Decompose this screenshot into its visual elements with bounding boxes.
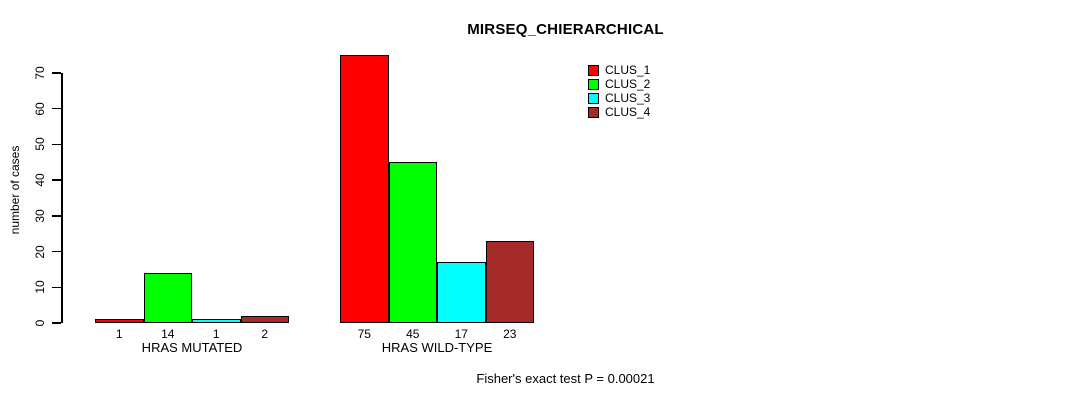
bar-value-label: 14 (161, 327, 175, 341)
legend-label: CLUS_2 (605, 77, 651, 91)
x-axis-group-label: HRAS WILD-TYPE (381, 340, 493, 355)
bar-value-label: 75 (357, 327, 371, 341)
bar-value-label: 17 (454, 327, 468, 341)
y-axis-tick-label: 70 (33, 66, 47, 80)
bar-clus_4-mutated (240, 315, 289, 323)
y-axis-tick (52, 179, 61, 181)
y-axis-tick (52, 143, 61, 146)
y-axis-tick-label: 50 (33, 137, 47, 152)
legend-swatch-icon (588, 78, 599, 90)
legend-swatch-icon (588, 106, 599, 118)
y-axis-tick-label: 20 (33, 244, 47, 259)
y-axis-tick-label: 40 (33, 173, 47, 187)
bar-clus_2-wild-type (388, 162, 437, 323)
bar-clus_1-mutated (95, 319, 144, 323)
bar-clus_2-mutated (143, 273, 192, 323)
y-axis-tick (52, 215, 61, 217)
bar-value-label: 1 (115, 327, 123, 341)
bar-value-label: 23 (503, 327, 517, 341)
y-axis-tick-label: 0 (33, 319, 47, 327)
bar-value-label: 45 (406, 327, 420, 341)
y-axis-line (61, 73, 63, 323)
y-axis-tick (52, 250, 61, 253)
x-axis-group-label: HRAS MUTATED (141, 340, 243, 355)
bar-clus_3-mutated (192, 319, 241, 323)
legend-label: CLUS_4 (605, 105, 651, 119)
y-axis-label: number of cases (8, 145, 22, 235)
bar-value-label: 2 (261, 327, 269, 341)
y-axis-tick (52, 322, 61, 324)
legend-label: CLUS_3 (605, 91, 651, 105)
y-axis-tick-label: 30 (33, 209, 47, 223)
legend-swatch-icon (588, 92, 599, 104)
legend-item-clus_2: CLUS_2 (588, 77, 650, 91)
y-axis-tick (52, 286, 61, 289)
y-axis-tick (52, 72, 61, 74)
y-axis-tick-label: 10 (33, 280, 47, 294)
bar-clus_1-wild-type (340, 55, 389, 323)
legend-item-clus_1: CLUS_1 (588, 63, 650, 77)
chart-title: MIRSEQ_CHIERARCHICAL (467, 21, 664, 38)
legend-item-clus_4: CLUS_4 (588, 105, 650, 119)
bar-value-label: 1 (212, 327, 220, 341)
legend-item-clus_3: CLUS_3 (588, 91, 650, 105)
legend-swatch-icon (588, 64, 599, 76)
legend-label: CLUS_1 (605, 63, 651, 77)
legend: CLUS_1 CLUS_2 CLUS_3 CLUS_4 (588, 63, 650, 119)
bar-clus_4-wild-type (485, 240, 534, 323)
y-axis-tick (52, 107, 61, 110)
y-axis-tick-label: 60 (33, 102, 47, 116)
bar-clus_3-wild-type (437, 262, 486, 323)
annotation-text: Fisher's exact test P = 0.00021 (476, 371, 655, 386)
